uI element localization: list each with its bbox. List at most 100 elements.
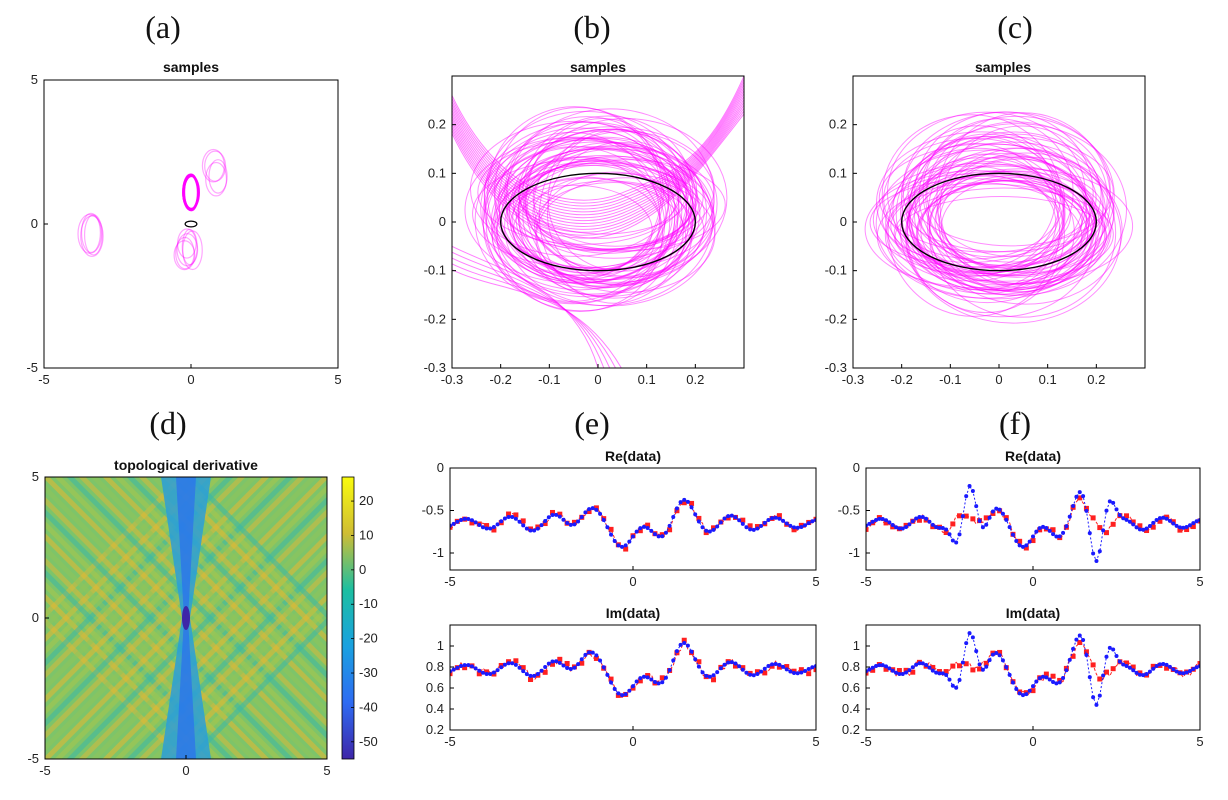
data-point bbox=[1010, 532, 1015, 537]
sample-curve bbox=[495, 148, 697, 289]
y-tick-label: 0 bbox=[437, 460, 444, 475]
sample-curve bbox=[936, 112, 1111, 285]
data-point bbox=[877, 663, 882, 668]
data-point bbox=[634, 529, 639, 534]
sample-curve bbox=[482, 146, 666, 304]
data-point bbox=[458, 664, 463, 669]
data-point bbox=[1110, 521, 1116, 527]
axis-title-2: samples bbox=[975, 59, 1031, 75]
data-point bbox=[568, 522, 573, 527]
data-point bbox=[748, 672, 753, 677]
y-tick-label: -0.3 bbox=[825, 360, 847, 375]
sample-curve bbox=[525, 157, 694, 250]
data-point bbox=[484, 672, 489, 677]
x-tick-label: 0 bbox=[629, 734, 636, 749]
sample-curve bbox=[928, 147, 1117, 318]
data-point bbox=[927, 519, 932, 524]
axes-frame bbox=[43, 79, 339, 369]
data-point bbox=[476, 671, 482, 677]
data-point bbox=[495, 522, 500, 527]
y-tick-label: -0.1 bbox=[825, 263, 847, 278]
data-point bbox=[970, 488, 975, 493]
axes-frame bbox=[44, 476, 328, 760]
data-point bbox=[1067, 514, 1072, 519]
data-point bbox=[1124, 660, 1130, 666]
axes-frame bbox=[865, 467, 1201, 571]
data-point bbox=[984, 664, 989, 669]
y-tick-label: 0.2 bbox=[842, 722, 860, 737]
series-line-reconstructed bbox=[866, 632, 1200, 707]
sample-curve bbox=[916, 180, 1089, 290]
x-tick-label: 5 bbox=[334, 372, 341, 387]
sample-curve bbox=[483, 146, 688, 277]
data-point bbox=[1154, 517, 1159, 522]
data-point bbox=[590, 650, 595, 655]
data-point bbox=[649, 528, 654, 533]
data-point bbox=[524, 672, 529, 677]
data-point bbox=[977, 666, 983, 672]
data-point bbox=[693, 657, 698, 662]
data-point bbox=[576, 662, 581, 667]
data-point bbox=[707, 529, 712, 534]
data-point bbox=[557, 656, 563, 662]
data-point bbox=[554, 659, 559, 664]
axis-title-0: samples bbox=[163, 59, 219, 75]
data-point bbox=[652, 532, 657, 537]
data-point bbox=[799, 524, 804, 529]
data-point bbox=[564, 660, 570, 666]
data-point bbox=[1187, 523, 1192, 528]
data-point bbox=[1097, 676, 1103, 682]
sample-curve bbox=[452, 102, 744, 227]
data-point bbox=[874, 664, 879, 669]
data-point bbox=[1017, 543, 1022, 548]
data-point bbox=[924, 516, 929, 521]
data-point bbox=[565, 520, 570, 525]
data-point bbox=[1181, 671, 1186, 676]
data-point bbox=[499, 665, 504, 670]
data-point bbox=[1167, 664, 1172, 669]
sample-curve bbox=[177, 228, 197, 259]
data-point bbox=[940, 525, 945, 530]
data-point bbox=[957, 532, 962, 537]
sample-curve bbox=[452, 263, 616, 368]
data-point bbox=[950, 538, 955, 543]
data-point bbox=[667, 668, 672, 673]
sample-curve bbox=[905, 152, 1097, 318]
sample-curve bbox=[881, 114, 1061, 277]
data-point bbox=[810, 519, 815, 524]
data-point bbox=[733, 661, 738, 666]
data-point bbox=[1164, 665, 1170, 671]
y-tick-label: 0.4 bbox=[842, 701, 860, 716]
data-point bbox=[1090, 515, 1096, 521]
sample-curve bbox=[517, 130, 676, 296]
data-point bbox=[1161, 661, 1166, 666]
sample-curve bbox=[176, 233, 199, 267]
data-point bbox=[520, 665, 526, 671]
axes-frame bbox=[865, 624, 1201, 731]
data-point bbox=[1130, 664, 1136, 670]
sample-curve bbox=[876, 182, 1083, 291]
sample-curve bbox=[908, 175, 1064, 273]
data-point bbox=[612, 539, 617, 544]
data-point bbox=[671, 515, 676, 520]
data-point bbox=[707, 674, 712, 679]
sample-curve bbox=[452, 269, 622, 368]
data-point bbox=[598, 511, 603, 516]
sample-curve bbox=[512, 180, 705, 281]
data-point bbox=[549, 509, 555, 515]
data-point bbox=[656, 534, 661, 539]
data-point bbox=[1081, 494, 1086, 499]
data-point bbox=[1134, 670, 1139, 675]
sample-curve bbox=[925, 121, 1108, 273]
axes-frame bbox=[451, 75, 745, 369]
data-point bbox=[1103, 530, 1109, 536]
data-point bbox=[455, 519, 460, 524]
data-point bbox=[1177, 525, 1182, 530]
y-tick-label: 0 bbox=[840, 214, 847, 229]
data-point bbox=[1137, 672, 1142, 677]
data-point bbox=[810, 665, 815, 670]
x-tick-label: 0 bbox=[1029, 734, 1036, 749]
data-point bbox=[930, 664, 936, 670]
sample-curve bbox=[452, 81, 744, 207]
x-tick-label: 0.1 bbox=[1039, 372, 1057, 387]
